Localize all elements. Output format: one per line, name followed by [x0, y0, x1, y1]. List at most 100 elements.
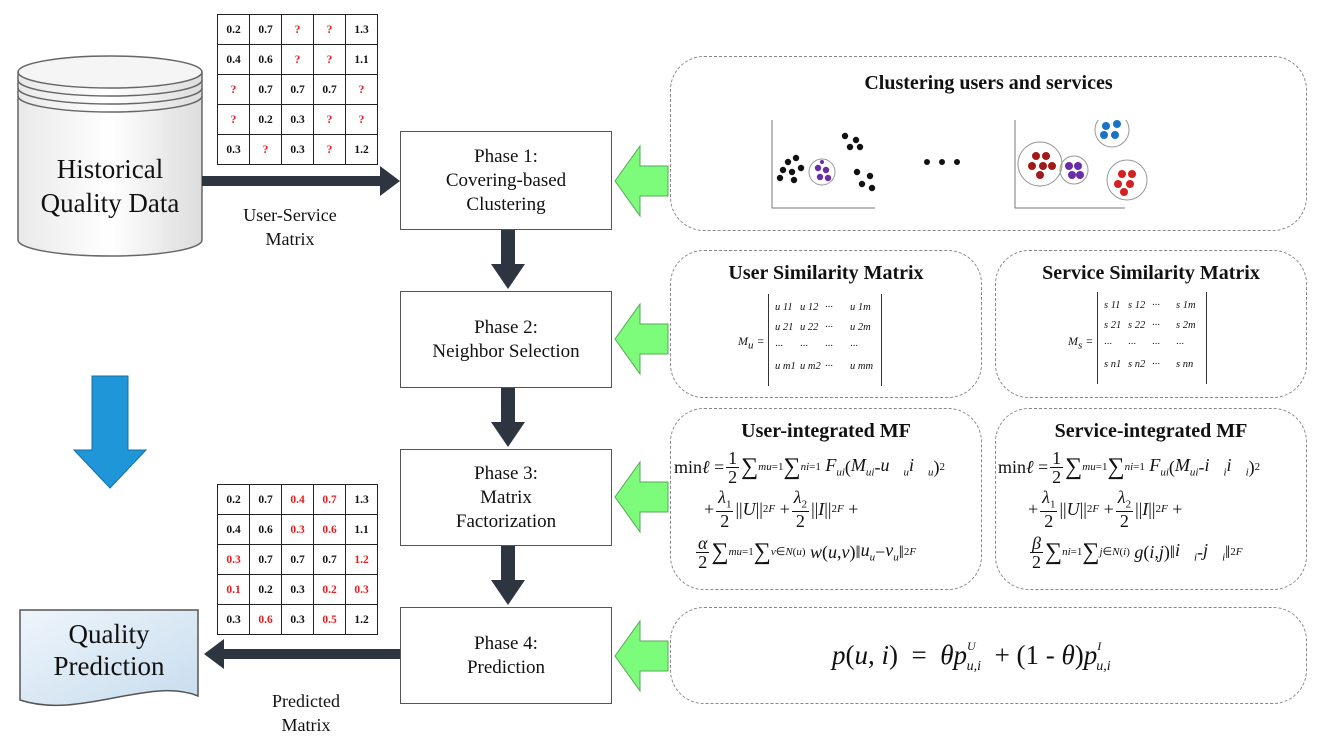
phase-2-line-1: Phase 2: — [474, 316, 538, 338]
matrix-cell: 1.3 — [345, 484, 378, 515]
matrix-cell: 0.2 — [313, 574, 346, 605]
similarity-cell: ··· — [1152, 339, 1160, 350]
matrix-cell: ? — [313, 104, 346, 135]
service-similarity-title: Service Similarity Matrix — [1042, 262, 1260, 284]
user-mf-title: User-integrated MF — [741, 420, 911, 442]
matrix-cell: 0.3 — [217, 604, 250, 635]
blue-down-arrow — [72, 375, 148, 489]
green-arrow-2 — [614, 302, 669, 376]
matrix-cell: ? — [345, 74, 378, 105]
user-similarity-matrix: u 11 u 12 ··· u 1m u 21 u 22 ··· u 2m ··· ··· ··· ·… — [768, 294, 882, 386]
similarity-cell: ··· — [1152, 319, 1160, 331]
matrix-cell: 0.7 — [281, 74, 314, 105]
output-label-line-1: Quality — [68, 619, 150, 649]
scatter-left — [771, 120, 876, 209]
similarity-cell: ··· — [825, 360, 833, 372]
database-icon — [17, 55, 203, 257]
user-mf-formula: min ℓ = 1 2 ∑ m u=1 ∑ n i=1 Fui(Mui - u⃗ui⃗u) 2 … — [674, 447, 945, 572]
predicted-matrix-label-line-1: Predicted — [272, 691, 340, 711]
arrow-phase4-to-output — [204, 639, 400, 669]
matrix-cell: 0.6 — [249, 44, 282, 75]
ellipsis-dots — [924, 159, 960, 165]
matrix-cell: 0.7 — [313, 544, 346, 575]
matrix-cell: 0.3 — [281, 574, 314, 605]
similarity-cell: u 22 — [800, 321, 819, 333]
matrix-cell: 0.4 — [281, 484, 314, 515]
matrix-row: 0.2 0.7 0.4 0.7 1.3 — [217, 484, 378, 515]
matrix-cell: ? — [281, 14, 314, 45]
matrix-cell: 0.7 — [249, 484, 282, 515]
matrix-cell: 0.7 — [249, 74, 282, 105]
similarity-cell: u 12 — [800, 302, 819, 313]
similarity-cell: ··· — [1176, 339, 1184, 350]
arrow-phase2-to-phase3 — [491, 388, 525, 447]
user-similarity-symbol: Mu = — [738, 334, 765, 352]
matrix-cell: 0.2 — [217, 484, 250, 515]
matrix-row: ? 0.2 0.3?? — [217, 104, 378, 135]
matrix-cell: 0.5 — [313, 604, 346, 635]
matrix-cell: ? — [313, 14, 346, 45]
phase-3-line-3: Factorization — [455, 510, 557, 532]
similarity-cell: u m1 — [775, 360, 796, 372]
similarity-cell: s 12 — [1128, 300, 1146, 311]
matrix-cell: 0.2 — [249, 574, 282, 605]
similarity-cell: ··· — [1104, 339, 1112, 350]
matrix-cell: ? — [313, 134, 346, 165]
phase-1-line-3: Clustering — [466, 193, 546, 215]
matrix-cell: 0.3 — [281, 604, 314, 635]
document-icon — [19, 609, 199, 707]
matrix-row: 0.3? 0.3? 1.2 — [217, 134, 378, 165]
matrix-cell: 0.7 — [313, 74, 346, 105]
phase-2-line-2: Neighbor Selection — [432, 340, 580, 362]
similarity-cell: ··· — [775, 341, 783, 352]
green-arrow-3 — [614, 460, 669, 534]
matrix-cell: 0.3 — [217, 134, 250, 165]
service-mf-formula: min ℓ = 1 2 ∑ m u=1 ∑ n i=1 Fui(Mui - i⃗ii⃗i) 2 … — [998, 447, 1261, 572]
matrix-cell: 0.3 — [345, 574, 378, 605]
matrix-row: ? 0.7 0.7 0.7? — [217, 74, 378, 105]
matrix-row: 0.4 0.6?? 1.1 — [217, 44, 378, 75]
similarity-cell: ··· — [850, 341, 858, 352]
matrix-row: 0.2 0.7?? 1.3 — [217, 14, 378, 45]
green-arrow-1 — [614, 144, 669, 218]
similarity-cell: s 22 — [1128, 319, 1146, 331]
scatter-right — [1014, 120, 1148, 209]
phase-1-line-2: Covering-based — [445, 169, 567, 191]
similarity-cell: u 21 — [775, 321, 794, 333]
phase-3-line-2: Matrix — [480, 486, 532, 508]
similarity-cell: s 1m — [1176, 300, 1196, 311]
output-label-line-2: Prediction — [53, 651, 165, 681]
phase-4-box: Phase 4: Prediction — [400, 607, 612, 704]
similarity-cell: u mm — [850, 360, 874, 372]
service-similarity-symbol-sub: s — [1078, 339, 1083, 352]
similarity-cell: s 2m — [1176, 319, 1196, 331]
matrix-cell: 1.2 — [345, 134, 378, 165]
matrix-cell: ? — [345, 104, 378, 135]
matrix-cell: 1.2 — [345, 604, 378, 635]
similarity-cell: u 11 — [775, 302, 793, 313]
similarity-cell: s 11 — [1104, 300, 1121, 311]
matrix-cell: 0.3 — [217, 544, 250, 575]
database-label-line-2: Quality Data — [40, 188, 180, 218]
user-similarity-panel — [670, 250, 982, 398]
similarity-cell: s n2 — [1128, 358, 1146, 370]
user-similarity-title: User Similarity Matrix — [728, 262, 924, 284]
matrix-cell: ? — [281, 44, 314, 75]
matrix-row: 0.1 0.2 0.3 0.2 0.3 — [217, 574, 378, 605]
phase-4-line-2: Prediction — [466, 656, 546, 678]
phase-1-line-1: Phase 1: — [474, 145, 538, 167]
similarity-cell: u m2 — [800, 360, 821, 372]
matrix-cell: ? — [313, 44, 346, 75]
matrix-cell: 0.3 — [281, 104, 314, 135]
matrix-row: 0.3 0.6 0.3 0.5 1.2 — [217, 604, 378, 635]
matrix-cell: 0.6 — [249, 514, 282, 545]
predicted-matrix-label-line-2: Matrix — [281, 715, 331, 735]
predicted-matrix: 0.2 0.7 0.4 0.7 1.3 0.4 0.6 0.3 0.6 1.1 0.3 0.7 0.7 0… — [217, 484, 378, 635]
phase-3-box: Phase 3: Matrix Factorization — [400, 449, 612, 546]
matrix-cell: 0.3 — [281, 514, 314, 545]
green-arrow-4 — [614, 619, 669, 693]
service-similarity-matrix: s 11 s 12 ··· s 1m s 21 s 22 ··· s 2m ··· ··· ··· ·… — [1097, 292, 1207, 384]
matrix-cell: 1.1 — [345, 514, 378, 545]
